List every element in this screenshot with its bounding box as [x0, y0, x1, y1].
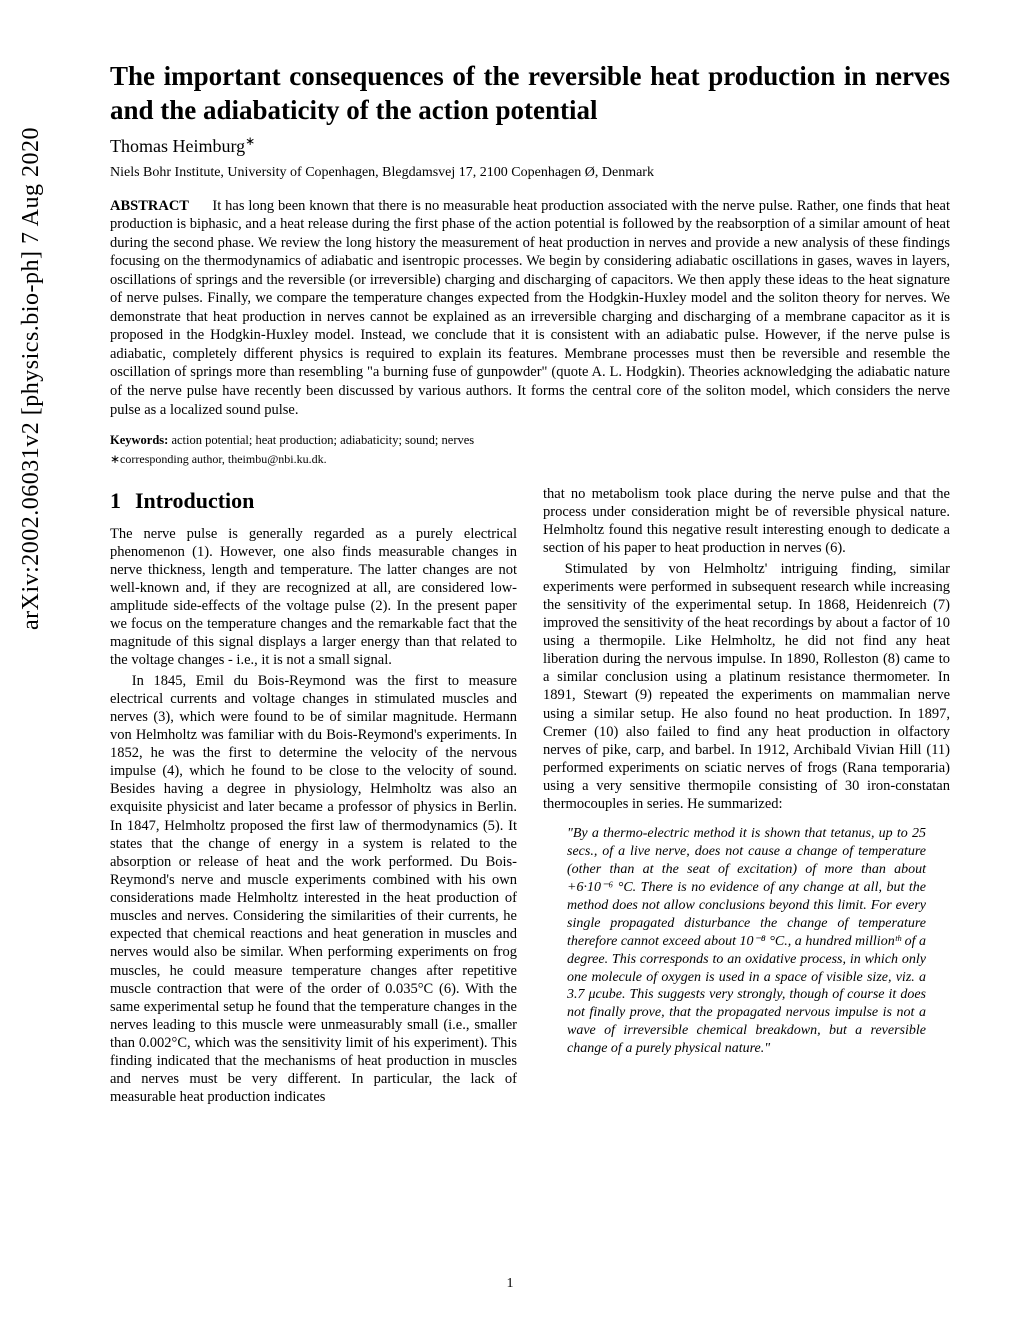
paper-page: The important consequences of the revers… — [0, 0, 1020, 1149]
abstract-block: ABSTRACT It has long been known that the… — [110, 197, 950, 420]
author-affiliation: Niels Bohr Institute, University of Cope… — [110, 165, 950, 181]
paragraph: that no metabolism took place during the… — [543, 485, 950, 558]
paper-title: The important consequences of the revers… — [110, 60, 950, 128]
section-title: Introduction — [135, 488, 254, 513]
arxiv-stamp: arXiv:2002.06031v2 [physics.bio-ph] 7 Au… — [18, 127, 45, 630]
column-left: 1 Introduction The nerve pulse is general… — [110, 485, 517, 1109]
keywords-body: action potential; heat production; adiab… — [171, 433, 474, 447]
paper-author: Thomas Heimburg∗ — [110, 134, 950, 157]
block-quote: "By a thermo-electric method it is shown… — [567, 825, 926, 1058]
section-number: 1 — [110, 488, 121, 513]
column-right: that no metabolism took place during the… — [543, 485, 950, 1109]
paragraph: Stimulated by von Helmholtz' intriguing … — [543, 560, 950, 814]
keywords-line: Keywords: action potential; heat product… — [110, 433, 950, 448]
keywords-label: Keywords: — [110, 433, 168, 447]
abstract-label: ABSTRACT — [110, 198, 189, 214]
two-column-body: 1 Introduction The nerve pulse is general… — [110, 485, 950, 1109]
corresponding-author: ∗corresponding author, theimbu@nbi.ku.dk… — [110, 452, 950, 467]
paragraph: In 1845, Emil du Bois-Reymond was the fi… — [110, 672, 517, 1107]
author-name: Thomas Heimburg — [110, 136, 245, 156]
page-number: 1 — [0, 1276, 1020, 1292]
abstract-body: It has long been known that there is no … — [110, 198, 950, 418]
paragraph: The nerve pulse is generally regarded as… — [110, 525, 517, 670]
author-sup: ∗ — [245, 134, 255, 148]
section-heading: 1 Introduction — [110, 487, 517, 515]
